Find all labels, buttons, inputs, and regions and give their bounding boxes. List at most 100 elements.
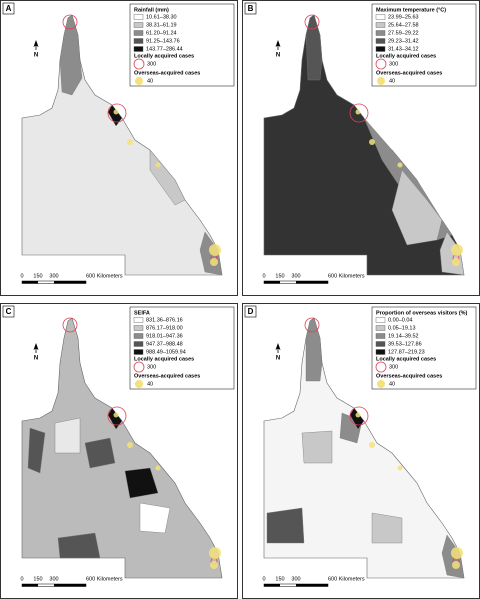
north-label: N — [34, 53, 38, 59]
legend-label: 10.61–38.30 — [146, 14, 177, 20]
local-case-circle — [349, 406, 369, 426]
north-arrow — [33, 40, 39, 47]
scale-label: 0 — [20, 576, 23, 582]
legend-swatch — [133, 349, 144, 355]
overseas-case-circle — [155, 465, 161, 471]
region — [27, 427, 46, 474]
scale-bar-fill — [264, 584, 280, 587]
region — [305, 317, 323, 382]
overseas-case-circle — [210, 258, 218, 266]
overseas-case-circle — [209, 244, 221, 256]
overseas-case-circle — [209, 547, 221, 559]
region — [305, 14, 323, 81]
scale-bar-fill — [296, 281, 328, 284]
panel-letter: B — [248, 4, 254, 13]
overseas-case-circle — [451, 547, 463, 559]
region — [139, 502, 171, 534]
north-arrow — [275, 343, 281, 350]
legend-overseas-value: 40 — [389, 78, 395, 84]
overseas-case-circle — [113, 109, 119, 115]
legend-title: SEIFA — [134, 310, 150, 316]
scale-label: 600 Kilometers — [328, 273, 365, 279]
legend-local-circle — [375, 58, 387, 70]
legend-label: 831.36–876.16 — [146, 317, 183, 323]
legend-local-circle — [133, 58, 145, 70]
map-panel: B N Maximum temperature (°C)23.99–25.63 25.… — [242, 0, 480, 296]
legend-label: 61.20–91.24 — [146, 30, 177, 36]
legend-overseas-circle — [135, 380, 143, 388]
overseas-case-circle — [452, 258, 460, 266]
overseas-case-circle — [113, 412, 119, 418]
state-outline — [263, 317, 465, 579]
local-case-circle — [107, 406, 127, 426]
legend-overseas-title: Overseas-acquired cases — [376, 373, 442, 379]
legend-local-circle — [133, 361, 145, 373]
legend-swatch — [375, 317, 386, 323]
legend-swatch — [375, 30, 386, 36]
legend-local-value: 300 — [147, 61, 156, 67]
local-case-circle — [62, 14, 78, 30]
legend-box — [129, 3, 235, 87]
region — [349, 407, 365, 430]
legend-overseas-value: 40 — [389, 381, 395, 387]
legend-local-circle — [375, 361, 387, 373]
scale-bar-fill — [22, 281, 38, 284]
overseas-case-circle — [369, 442, 375, 448]
legend-local-value: 300 — [147, 364, 156, 370]
legend-title: Rainfall (mm) — [134, 7, 169, 13]
local-case-circle — [304, 14, 320, 30]
legend-title: Proportion of overseas visitors (%) — [376, 310, 468, 316]
overseas-case-circle — [397, 465, 403, 471]
scale-label: 300 — [291, 273, 300, 279]
map-panel: A N Rainfall (mm)10.61–38.30 38.31–61.19 61.… — [0, 0, 238, 296]
legend-label: 25.64–27.58 — [388, 22, 419, 28]
overseas-case-circle — [127, 139, 133, 145]
legend-label: 918.01–947.36 — [146, 333, 183, 339]
panel-letter: D — [248, 307, 254, 316]
region — [107, 407, 123, 430]
scale-label: 300 — [291, 576, 300, 582]
north-arrow — [275, 40, 281, 47]
overseas-case-circle — [127, 442, 133, 448]
overseas-case-circle — [451, 244, 463, 256]
legend-swatch — [375, 349, 386, 355]
north-label: N — [276, 53, 280, 59]
legend-local-title: Locally acquired cases — [134, 356, 194, 362]
legend-swatch — [133, 38, 144, 44]
scale-label: 150 — [33, 273, 42, 279]
scale-label: 150 — [33, 576, 42, 582]
scale-label: 300 — [49, 576, 58, 582]
legend-overseas-circle — [377, 380, 385, 388]
north-label: N — [276, 356, 280, 362]
region — [84, 437, 116, 469]
scale-label: 0 — [20, 273, 23, 279]
overseas-case-circle — [397, 162, 403, 168]
legend-local-title: Locally acquired cases — [134, 53, 194, 59]
legend-swatch — [133, 325, 144, 331]
region — [301, 430, 333, 464]
region — [266, 507, 305, 544]
legend-swatch — [133, 22, 144, 28]
legend-swatch — [375, 14, 386, 20]
legend-label: 876.17–918.00 — [146, 325, 183, 331]
scale-label: 150 — [275, 273, 284, 279]
overseas-case-circle — [452, 561, 460, 569]
state-outline — [21, 317, 223, 579]
legend-label: 127.87–219.23 — [388, 349, 425, 355]
legend-overseas-circle — [135, 77, 143, 85]
scale-label: 600 Kilometers — [328, 576, 365, 582]
legend-overseas-title: Overseas-acquired cases — [134, 70, 200, 76]
legend-label: 19.14–39.52 — [388, 333, 419, 339]
region — [107, 104, 123, 127]
overseas-case-circle — [355, 412, 361, 418]
region — [59, 14, 83, 96]
legend-overseas-title: Overseas-acquired cases — [376, 70, 442, 76]
scale-label: 0 — [262, 576, 265, 582]
legend-label: 23.99–25.63 — [388, 14, 419, 20]
legend-swatch — [375, 38, 386, 44]
legend-local-value: 300 — [389, 364, 398, 370]
legend-label: 29.23–31.42 — [388, 38, 419, 44]
legend-local-title: Locally acquired cases — [376, 356, 436, 362]
